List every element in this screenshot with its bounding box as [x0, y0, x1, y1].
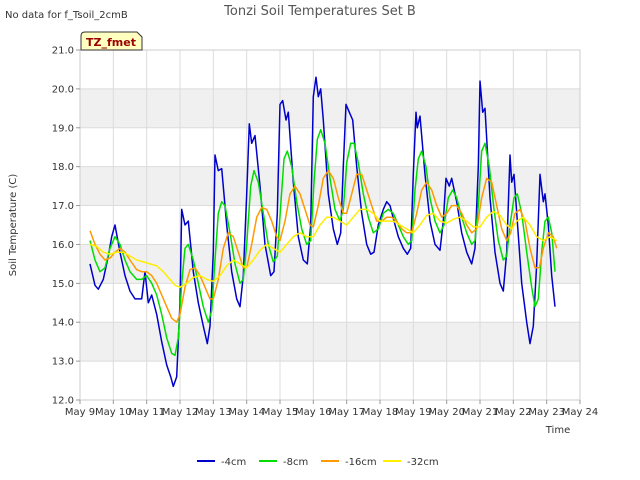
series-line-8cmcm	[89, 128, 556, 357]
x-tick-label: May 14	[228, 407, 265, 418]
legend: -4cm -8cm -16cm -32cm	[197, 457, 439, 468]
plot-band	[80, 322, 580, 362]
x-tick-label: May 15	[262, 407, 299, 418]
series-layer	[89, 76, 558, 388]
legend-label: -16cm	[345, 457, 377, 468]
y-tick-label: 20.0	[52, 84, 74, 95]
x-axis-label: Time	[545, 425, 570, 436]
y-tick-label: 19.0	[52, 123, 74, 134]
legend-label: -8cm	[283, 457, 308, 468]
y-tick-label: 12.0	[52, 396, 74, 407]
y-tick-label: 16.0	[52, 240, 74, 251]
y-tick-label: 18.0	[52, 162, 74, 173]
x-tick-label: May 10	[95, 407, 132, 418]
plot-frame	[79, 49, 581, 401]
legend-item: -16cm	[321, 457, 377, 468]
x-tick-label: May 21	[462, 407, 499, 418]
plot-band	[80, 88, 580, 128]
legend-label: -32cm	[407, 457, 439, 468]
x-tick-label: May 24	[562, 407, 599, 418]
y-axis-label: Soil Temperature (C)	[8, 174, 19, 277]
legend-item: -8cm	[259, 457, 308, 468]
tag-label: TZ_fmet	[86, 36, 136, 49]
y-tick-label: 15.0	[52, 279, 74, 290]
y-tick-label: 21.0	[52, 46, 74, 57]
x-tick-label: May 17	[328, 407, 365, 418]
tag-shape	[80, 31, 143, 51]
x-tick-label: May 19	[395, 407, 432, 418]
x-tick-label: May 12	[162, 407, 199, 418]
x-tick-label: May 20	[428, 407, 465, 418]
x-tick-label: May 16	[295, 407, 332, 418]
x-tick-label: May 22	[495, 407, 532, 418]
plot-background	[80, 50, 580, 400]
x-tick-label: May 13	[195, 407, 232, 418]
y-tick-label: 13.0	[52, 357, 74, 368]
legend-item: -32cm	[383, 457, 439, 468]
legend-label: -4cm	[221, 457, 246, 468]
y-tick-label: 17.0	[52, 201, 74, 212]
x-tick-label: May 9	[65, 407, 95, 418]
axes	[79, 49, 581, 401]
chart-title: Tonzi Soil Temperatures Set B	[223, 4, 416, 19]
y-tick-label: 14.0	[52, 318, 74, 329]
y-axis-ticks: 12.0 13.0 14.0 15.0 16.0 17.0 18.0 19.0 20.0 21.0	[52, 46, 80, 407]
series-line-32cmcm	[89, 208, 558, 288]
no-data-note: No data for f_Tsoil_2cmB	[5, 10, 128, 21]
x-tick-label: May 18	[362, 407, 399, 418]
x-tick-label: May 11	[128, 407, 165, 418]
series-line-16cmcm	[89, 169, 558, 323]
x-tick-label: May 23	[528, 407, 565, 418]
legend-item: -4cm	[197, 457, 246, 468]
tag-box: TZ_fmet	[80, 31, 143, 51]
